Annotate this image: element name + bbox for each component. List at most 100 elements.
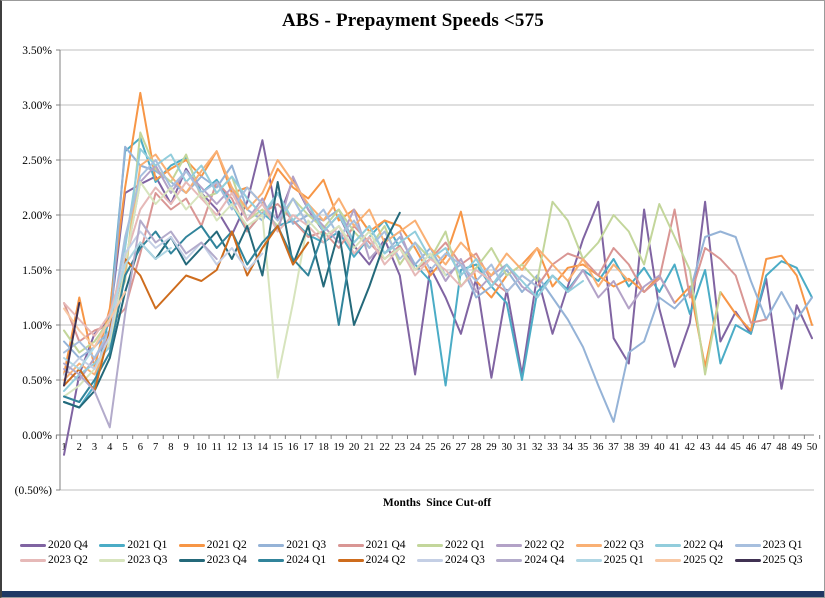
y-axis-tick-label: 0.00% (22, 430, 52, 442)
legend-item-2023-q3[interactable]: 2023 Q3 (99, 554, 178, 566)
series-line-2021-q1 (63, 137, 813, 409)
legend-label: 2024 Q3 (445, 554, 485, 566)
series-line-2025-q3 (63, 302, 81, 387)
legend-swatch (575, 558, 602, 562)
y-axis-tick-label: 1.50% (22, 265, 52, 277)
x-axis-tick-label: 29 (486, 442, 497, 453)
x-axis-tick-label: 36 (593, 442, 604, 453)
x-axis-tick-label: 24 (410, 442, 421, 453)
x-axis-tick-label: 41 (669, 442, 680, 453)
legend-swatch (655, 543, 682, 547)
series-line-2024-q2 (63, 225, 310, 392)
x-axis-tick-label: 23 (395, 442, 406, 453)
x-axis-tick-label: 12 (227, 442, 238, 453)
legend-label: 2021 Q2 (206, 539, 247, 551)
x-axis-tick-label: 15 (272, 442, 283, 453)
legend-label: 2025 Q3 (762, 554, 803, 566)
legend-label: 2022 Q1 (445, 539, 485, 551)
legend-item-2024-q3[interactable]: 2024 Q3 (417, 554, 496, 566)
legend-item-2022-q4[interactable]: 2022 Q4 (655, 539, 734, 551)
legend-item-2020-q4[interactable]: 2020 Q4 (20, 539, 99, 551)
x-axis-tick-label: 19 (334, 442, 345, 453)
legend-item-2021-q2[interactable]: 2021 Q2 (178, 539, 258, 551)
y-axis-tick-label: 3.50% (22, 45, 52, 57)
chart-title[interactable]: ABS - Prepayment Speeds <575 (281, 10, 545, 31)
legend-item-2022-q1[interactable]: 2022 Q1 (417, 539, 496, 551)
legend-item-2025-q3[interactable]: 2025 Q3 (734, 554, 814, 566)
y-axis-tick-label: (0.50%) (15, 485, 53, 497)
x-axis-tick-label: 43 (700, 442, 711, 453)
legend-item-2023-q1[interactable]: 2023 Q1 (734, 539, 814, 551)
x-axis-tick-label: 1 (61, 442, 66, 453)
x-axis-tick-label: 25 (425, 442, 436, 453)
legend: 2020 Q4 2021 Q1 2021 Q2 2021 Q3 2021 Q4 2022 … (20, 539, 814, 566)
legend-label: 2024 Q4 (524, 554, 565, 566)
legend-label: 2023 Q3 (127, 554, 168, 566)
x-axis-tick-label: 46 (746, 442, 757, 453)
x-axis-tick-label: 37 (608, 442, 619, 453)
series-line-2020-q4 (63, 139, 813, 456)
y-axis-tick-label: 2.00% (22, 210, 52, 222)
x-axis-tick-label: 30 (501, 442, 512, 453)
legend-item-2024-q2[interactable]: 2024 Q2 (337, 554, 417, 566)
x-axis-tick-label: 31 (517, 442, 528, 453)
x-axis-tick-label: 42 (685, 442, 696, 453)
legend-item-2021-q1[interactable]: 2021 Q1 (99, 539, 178, 551)
legend-item-2024-q4[interactable]: 2024 Q4 (496, 554, 575, 566)
legend-swatch (496, 543, 523, 547)
legend-label: 2021 Q1 (127, 539, 168, 551)
series-line-2022-q2 (63, 164, 676, 381)
legend-label: 2025 Q2 (683, 554, 724, 566)
legend-item-2025-q2[interactable]: 2025 Q2 (655, 554, 734, 566)
legend-swatch (20, 558, 46, 562)
legend-label: 2023 Q4 (206, 554, 247, 566)
legend-swatch (417, 558, 443, 562)
x-axis-tick-label: 39 (639, 442, 650, 453)
legend-swatch (734, 543, 761, 547)
x-axis-tick-label: 2 (77, 442, 82, 453)
legend-swatch (178, 543, 205, 547)
legend-item-2023-q4[interactable]: 2023 Q4 (178, 554, 258, 566)
x-axis-tick-label: 13 (242, 442, 253, 453)
x-axis-title[interactable]: Months Since Cut-off (382, 497, 492, 509)
x-axis-tick-label: 34 (563, 442, 574, 453)
x-axis-tick-label: 38 (624, 442, 635, 453)
x-axis-tick-label: 17 (303, 442, 314, 453)
legend-swatch (258, 558, 285, 562)
x-axis-tick-label: 16 (288, 442, 299, 453)
legend-swatch (99, 543, 126, 547)
x-axis-tick-label: 22 (379, 442, 390, 453)
x-axis-tick-label: 45 (730, 442, 741, 453)
x-axis-tick-label: 14 (257, 442, 268, 453)
x-axis-tick-label: 21 (364, 442, 375, 453)
legend-label: 2021 Q3 (286, 539, 327, 551)
legend-item-2023-q2[interactable]: 2023 Q2 (20, 554, 99, 566)
x-axis-tick-label: 32 (532, 442, 543, 453)
legend-item-2022-q3[interactable]: 2022 Q3 (575, 539, 655, 551)
x-axis-tick-label: 48 (776, 442, 787, 453)
legend-swatch (99, 558, 126, 562)
y-axis-tick-label: 3.00% (22, 100, 52, 112)
series-line-2024-q4 (63, 219, 218, 429)
legend-label: 2020 Q4 (48, 539, 88, 551)
legend-item-2022-q2[interactable]: 2022 Q2 (496, 539, 575, 551)
legend-label: 2021 Q4 (365, 539, 406, 551)
legend-swatch (575, 543, 602, 547)
legend-swatch (734, 558, 761, 562)
x-axis-tick-label: 33 (547, 442, 558, 453)
legend-item-2024-q1[interactable]: 2024 Q1 (258, 554, 337, 566)
legend-label: 2023 Q2 (48, 554, 88, 566)
plot-area[interactable]: 3.50% 3.00% 2.50% 2.00% 1.50% 1.00% 0.50% 0.00%… (2, 1, 824, 535)
legend-swatch (178, 558, 205, 562)
x-axis-tick-label: 4 (107, 442, 113, 453)
legend-item-2021-q4[interactable]: 2021 Q4 (337, 539, 417, 551)
legend-label: 2022 Q2 (524, 539, 565, 551)
legend-swatch (655, 558, 682, 562)
legend-item-2021-q3[interactable]: 2021 Q3 (258, 539, 337, 551)
x-axis-tick-label: 3 (92, 442, 97, 453)
x-axis-tick-label: 8 (168, 442, 173, 453)
legend-swatch (337, 558, 364, 562)
legend-swatch (417, 543, 443, 547)
legend-item-2025-q1[interactable]: 2025 Q1 (575, 554, 655, 566)
